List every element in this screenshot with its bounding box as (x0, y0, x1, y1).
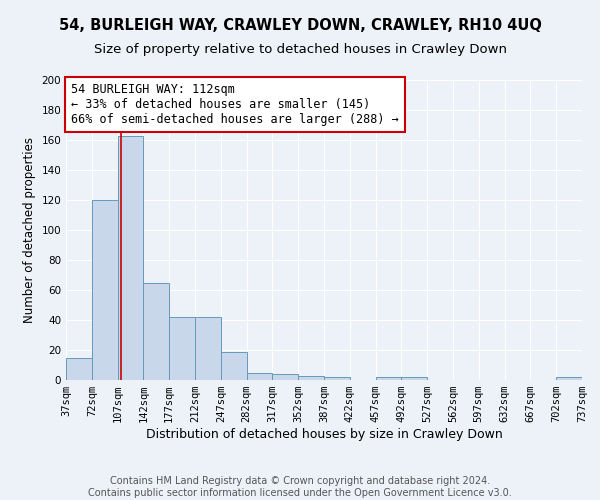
X-axis label: Distribution of detached houses by size in Crawley Down: Distribution of detached houses by size … (146, 428, 502, 441)
Text: Contains HM Land Registry data © Crown copyright and database right 2024.
Contai: Contains HM Land Registry data © Crown c… (88, 476, 512, 498)
Bar (221, 352, 247, 380)
Y-axis label: Number of detached properties: Number of detached properties (23, 137, 36, 323)
Bar (66, 358, 92, 380)
Bar (556, 377, 582, 380)
Bar (401, 377, 427, 380)
Bar (169, 317, 195, 380)
Text: 54 BURLEIGH WAY: 112sqm
← 33% of detached houses are smaller (145)
66% of semi-d: 54 BURLEIGH WAY: 112sqm ← 33% of detache… (71, 83, 399, 126)
Text: 54, BURLEIGH WAY, CRAWLEY DOWN, CRAWLEY, RH10 4UQ: 54, BURLEIGH WAY, CRAWLEY DOWN, CRAWLEY,… (59, 18, 541, 32)
Bar (195, 317, 221, 380)
Bar (272, 374, 298, 380)
Bar (118, 136, 143, 380)
Bar (324, 377, 350, 380)
Bar (92, 200, 118, 380)
Bar (247, 372, 272, 380)
Bar (376, 377, 401, 380)
Bar (298, 376, 324, 380)
Bar (143, 282, 169, 380)
Text: Size of property relative to detached houses in Crawley Down: Size of property relative to detached ho… (94, 42, 506, 56)
